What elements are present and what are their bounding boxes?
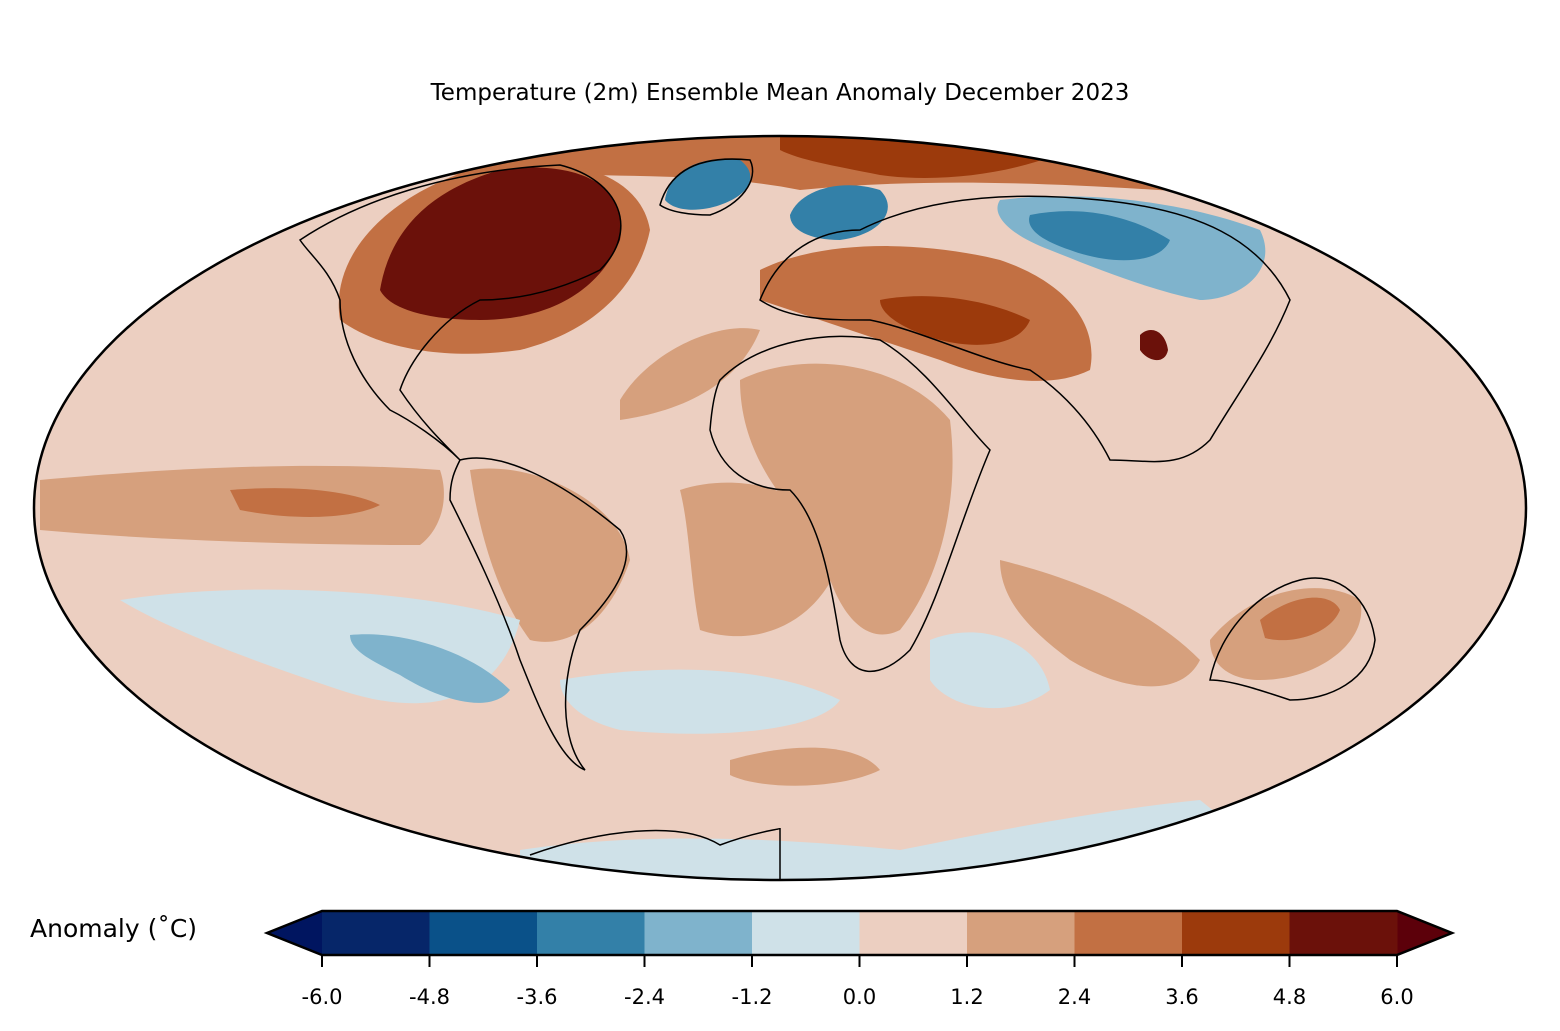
atlantic-warm	[620, 328, 760, 420]
pacific-nino-warm	[230, 488, 380, 517]
colorbar-segment	[1074, 911, 1183, 955]
colorbar-tick-label: 6.0	[1380, 985, 1414, 1009]
colorbar-tick-label: 1.2	[950, 985, 984, 1009]
colorbar-tick-label: 0.0	[842, 985, 877, 1009]
south-atlantic-warm	[680, 482, 840, 637]
colorbar-label: Anomaly (˚C)	[30, 914, 198, 943]
colorbar-tick-label: -4.8	[409, 985, 450, 1009]
colorbar-segment	[967, 911, 1075, 955]
southern-ocean-cool	[560, 669, 840, 734]
colorbar-tick-label: 3.6	[1165, 985, 1199, 1009]
colorbar-segment	[752, 911, 860, 955]
africa-warm	[740, 363, 953, 635]
colorbar-segment	[429, 911, 538, 955]
colorbar-segment	[1289, 911, 1398, 955]
colorbar-tick-label: -6.0	[301, 985, 343, 1009]
tibet-warm	[1140, 330, 1168, 361]
south-pacific-cold	[350, 634, 510, 703]
map-title: Temperature (2m) Ensemble Mean Anomaly D…	[430, 80, 1130, 106]
scandinavia-cold	[790, 185, 888, 240]
colorbar-segment	[1182, 911, 1290, 955]
colorbar-extend-low	[267, 911, 322, 955]
indian-ocean-warm	[1000, 560, 1200, 687]
south-america-warm	[470, 468, 630, 642]
global-anomaly-map	[32, 134, 1528, 882]
map-boundary	[32, 134, 1528, 882]
colorbar-tick-label: 2.4	[1057, 985, 1092, 1009]
colorbar-tick-label: 4.8	[1272, 985, 1307, 1009]
greenland-cold	[665, 159, 751, 210]
colorbar-segment	[644, 911, 753, 955]
colorbar-segment	[537, 911, 645, 955]
coastlines	[298, 158, 1376, 880]
colorbar-tick-label: -1.2	[731, 985, 773, 1009]
southern-warm-band	[730, 747, 880, 786]
colorbar-tick-label: -2.4	[624, 985, 665, 1009]
middle-east-warm	[880, 296, 1030, 345]
australia-hot	[1260, 597, 1340, 641]
south-indian-cool	[930, 632, 1050, 709]
north-america-very-warm	[380, 167, 622, 320]
colorbar-tick-label: -3.6	[516, 985, 558, 1009]
colorbar-segment	[322, 911, 430, 955]
colorbar-segment	[859, 911, 968, 955]
siberia-cold	[1029, 211, 1170, 261]
colorbar-extend-high	[1397, 911, 1452, 955]
